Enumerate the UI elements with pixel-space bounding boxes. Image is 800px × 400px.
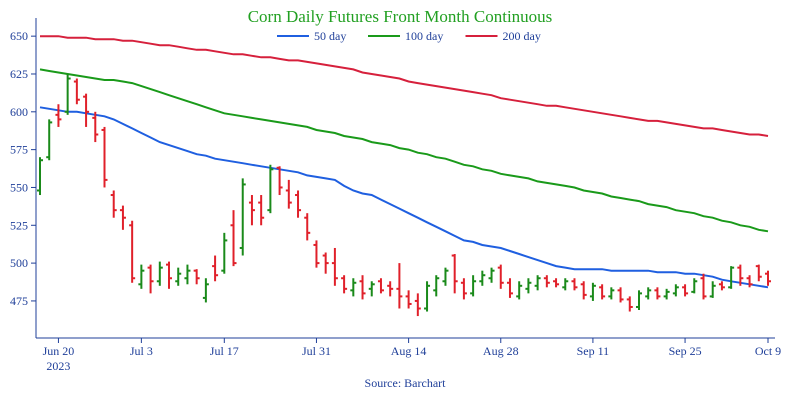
x-tick-label: Aug 14 [391, 344, 427, 358]
y-tick-label: 525 [10, 218, 28, 232]
legend-label: 200 day [503, 29, 541, 43]
x-tick-label: Sep 11 [577, 344, 610, 358]
x-tick-label: Aug 28 [483, 344, 519, 358]
y-tick-label: 575 [10, 143, 28, 157]
source-note: Source: Barchart [365, 376, 447, 390]
y-tick-label: 550 [10, 180, 28, 194]
x-tick-label: Jul 17 [210, 344, 239, 358]
y-tick-label: 625 [10, 67, 28, 81]
x-year-label: 2023 [46, 359, 70, 373]
x-tick-label: Jul 31 [302, 344, 331, 358]
y-tick-label: 500 [10, 256, 28, 270]
y-tick-label: 600 [10, 105, 28, 119]
legend-label: 100 day [405, 29, 443, 43]
y-tick-label: 475 [10, 294, 28, 308]
x-tick-label: Jul 3 [130, 344, 153, 358]
ma-line [39, 68, 769, 233]
ma-line [39, 106, 769, 289]
legend-label: 50 day [314, 29, 346, 43]
x-tick-label: Sep 25 [669, 344, 702, 358]
ma-line [40, 35, 769, 137]
chart-title: Corn Daily Futures Front Month Continuou… [248, 7, 553, 26]
y-tick-label: 650 [10, 29, 28, 43]
x-tick-label: Jun 20 [43, 344, 75, 358]
x-tick-label: Oct 9 [755, 344, 781, 358]
